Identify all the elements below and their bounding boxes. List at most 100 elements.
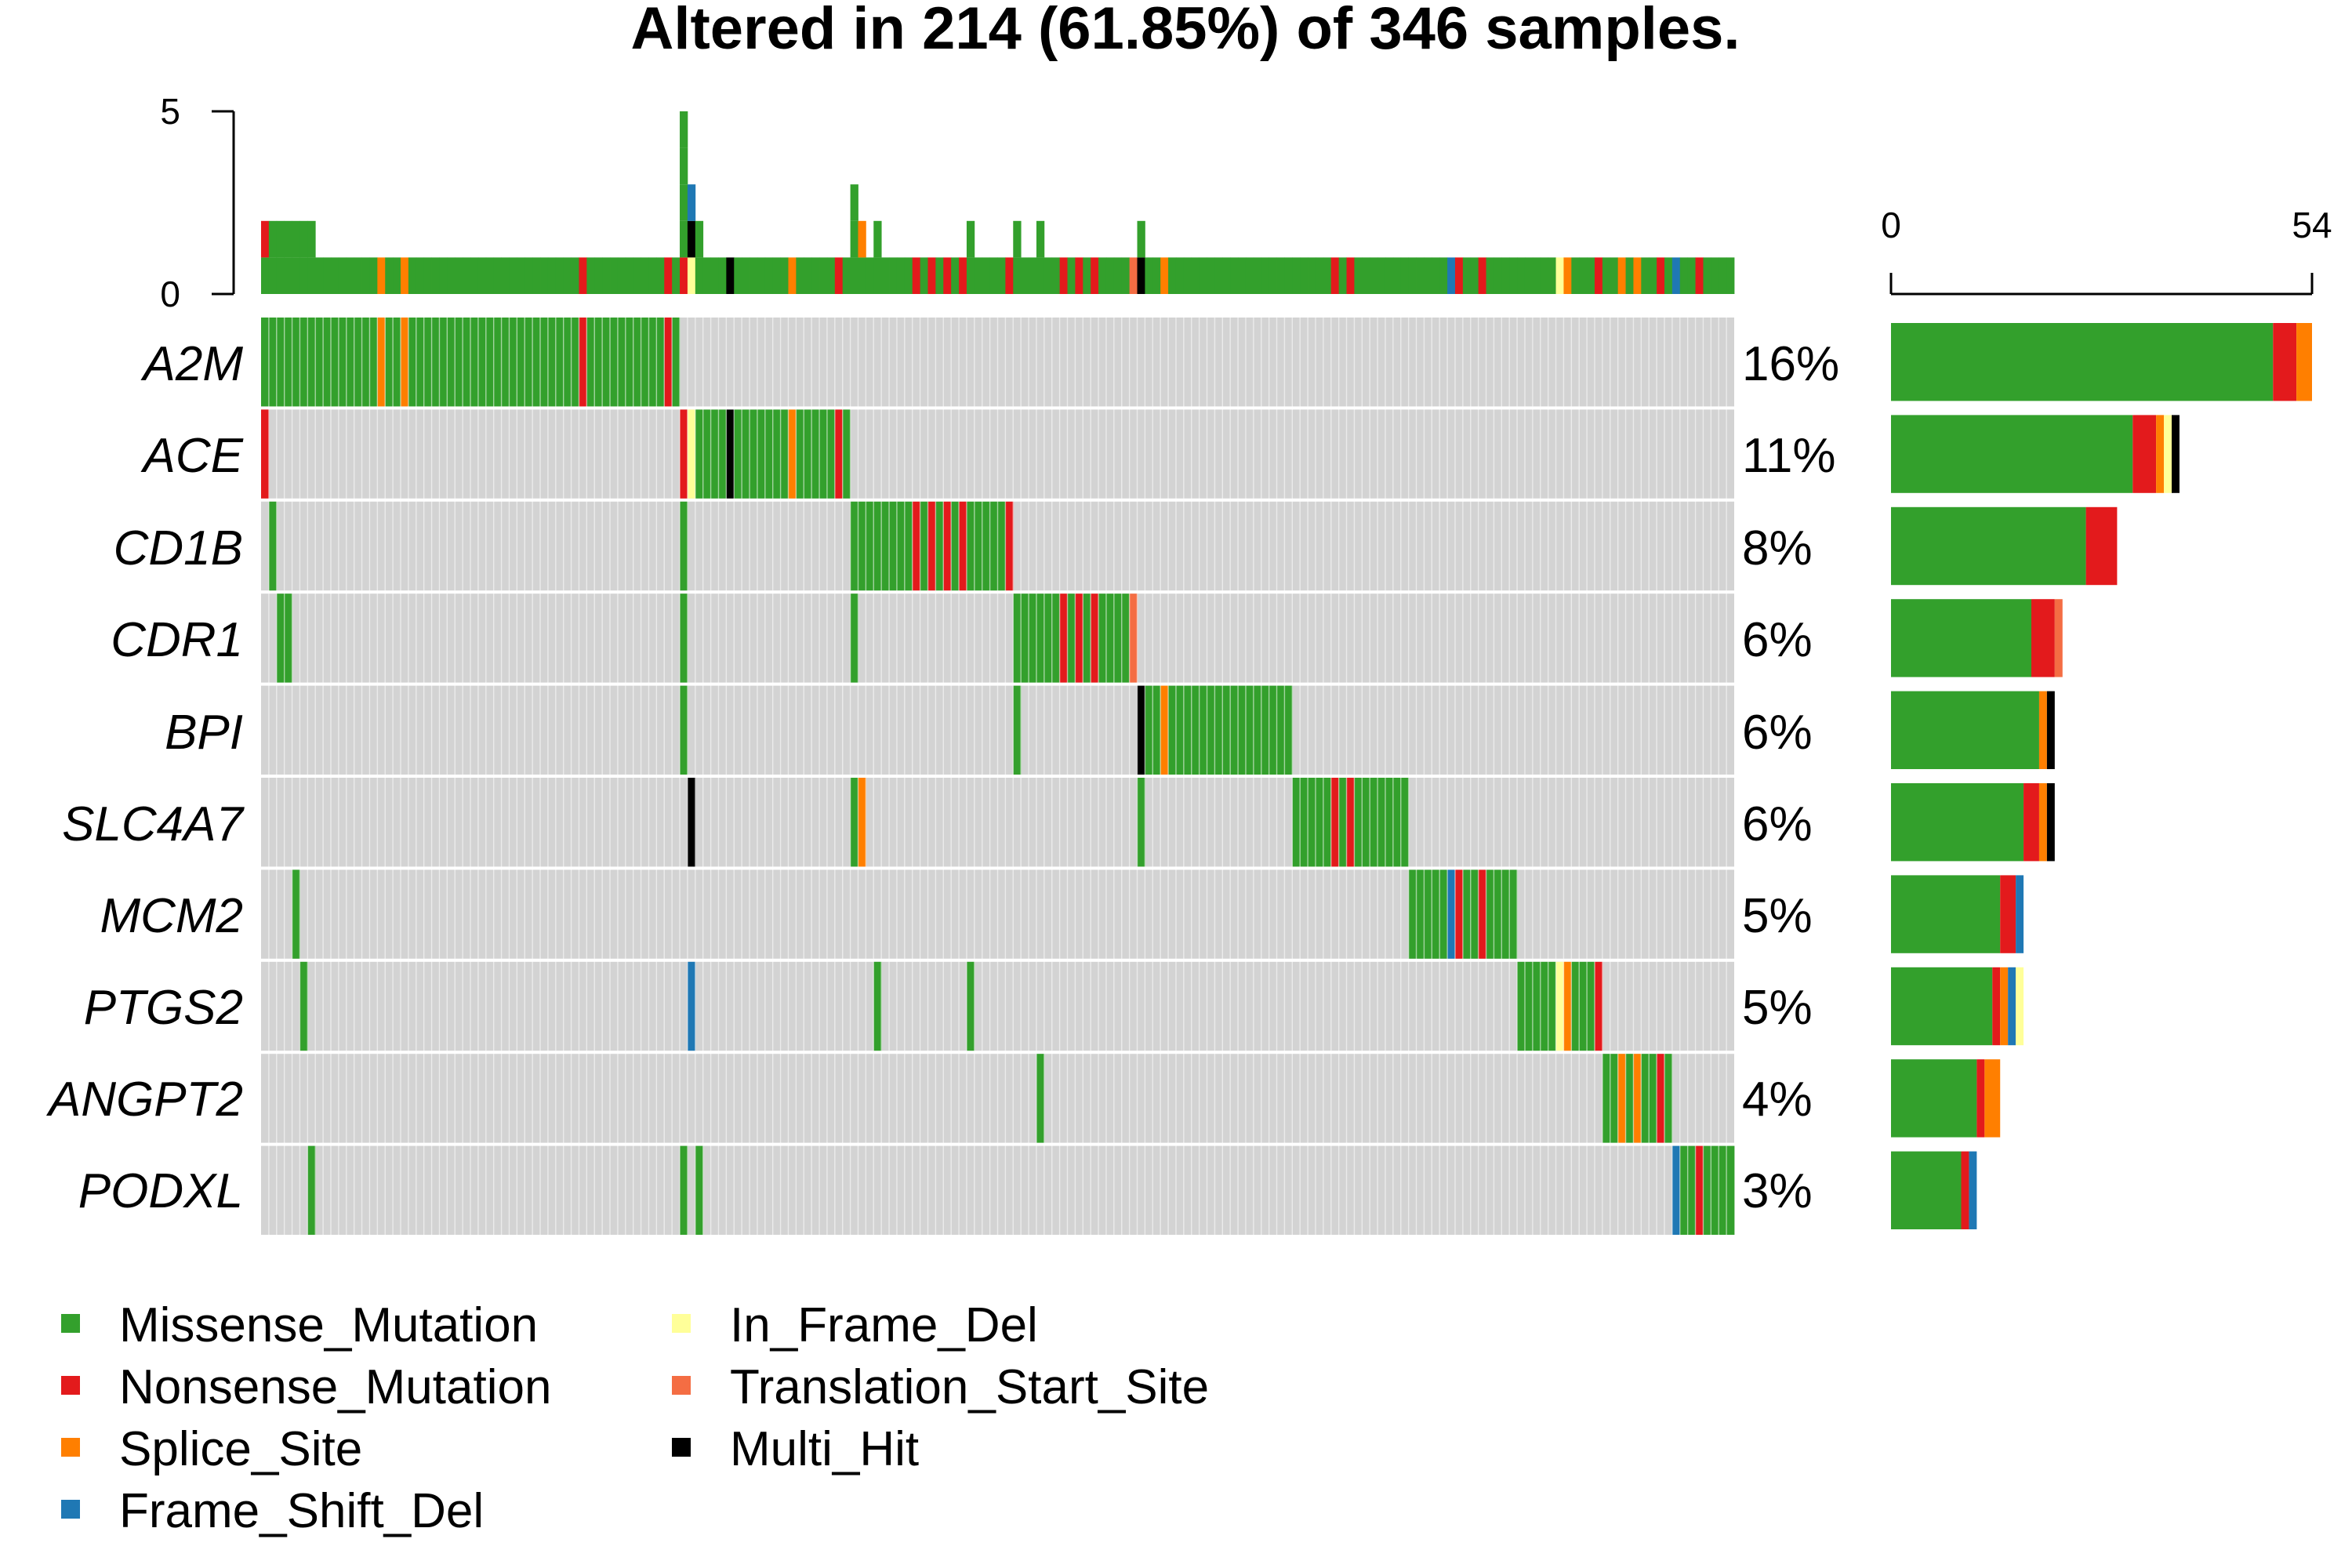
top-bar-segment [1083,257,1091,294]
matrix-cell-mcm2 [1486,869,1494,959]
matrix-cell-bpi [1145,685,1153,775]
percent-label-slc4a7: 6% [1742,797,1813,851]
top-bar-segment [966,220,975,258]
matrix-cell-a2m [276,318,285,407]
gene-label-slc4a7: SLC4A7 [62,797,245,851]
gene-bar-slc4a7-multi-hit [2046,783,2055,862]
gene-bar-ace-nonsense-mutation [2132,415,2157,493]
top-bar-segment [1447,257,1456,294]
matrix-cell-mcm2 [1447,869,1456,959]
gene-bar-cd1b-nonsense-mutation [2085,506,2118,586]
matrix-cell-bpi [1276,685,1285,775]
top-bar-segment [850,257,858,294]
matrix-cell-a2m [338,318,347,407]
top-bar-segment [1524,257,1534,294]
gene-bar-mcm2-missense-mutation [1891,875,2001,953]
top-bar-segment [873,220,882,258]
matrix-cell-bpi [1199,685,1207,775]
matrix-cell-cdr1 [276,593,285,683]
matrix-cell-bpi [1168,685,1177,775]
legend-swatch-splice [61,1438,80,1457]
matrix-cell-a2m [532,318,541,407]
matrix-cell-cd1b [904,501,913,591]
matrix-cell-cd1b [982,501,991,591]
matrix-cell-a2m [284,318,292,407]
matrix-cell-cd1b [268,501,278,591]
top-bar-segment [1555,257,1564,294]
top-bar-segment [1113,257,1123,294]
top-bar-segment [826,257,836,294]
top-bar-segment [1105,257,1115,294]
top-bar-segment [982,257,991,294]
matrix-cell-cd1b [997,501,1006,591]
top-bar-segment [261,220,270,258]
matrix-cell-a2m [540,318,549,407]
top-bar-segment [1207,257,1215,294]
top-bar-segment [532,257,541,294]
top-bar-segment [1075,257,1083,294]
matrix-cell-cd1b [680,501,688,591]
matrix-cell-cd1b [935,501,944,591]
top-bar-segment [710,257,719,294]
matrix-cell-a2m [602,318,611,407]
top-bar-segment [1308,257,1316,294]
top-bar-segment [1152,257,1161,294]
top-bar-segment [1602,257,1611,294]
top-bar-segment [1145,257,1153,294]
matrix-cell-cd1b [889,501,898,591]
matrix-cell-a2m [625,318,634,407]
top-bar-segment [1222,257,1231,294]
gene-bar-ptgs2-nonsense-mutation [1992,967,2001,1046]
matrix-cell-cd1b [1005,501,1014,591]
top-bar-segment [648,257,657,294]
matrix-cell-cd1b [896,501,906,591]
top-bar-segment [1036,220,1045,258]
matrix-cell-slc4a7 [1354,778,1363,867]
matrix-cell-bpi [1261,685,1270,775]
matrix-cell-bpi [1245,685,1254,775]
legend-swatch-missense [61,1314,80,1333]
top-bar-segment [423,257,432,294]
top-bar-segment [1617,257,1626,294]
top-bar-segment [1269,257,1277,294]
matrix-cell-slc4a7 [1377,778,1386,867]
matrix-cell-ptgs2 [966,961,975,1051]
top-bar-segment [1059,257,1068,294]
top-bar-segment [292,257,300,294]
top-bar-segment [959,257,967,294]
top-bar-segment [1649,257,1657,294]
matrix-cell-bpi [1253,685,1262,775]
top-bar-segment [555,257,564,294]
matrix-cell-podxl [1671,1145,1681,1235]
top-bar-segment [1671,257,1681,294]
matrix-cell-bpi [1013,685,1022,775]
top-bar-segment [687,184,696,221]
gene-bar-ptgs2-frame-shift-del [2008,967,2016,1046]
matrix-cell-slc4a7 [1370,778,1378,867]
top-bar-segment [1385,257,1394,294]
top-bar-segment [989,257,998,294]
gene-label-cdr1: CDR1 [111,613,243,667]
matrix-cell-angpt2 [1649,1054,1657,1143]
matrix-cell-bpi [1152,685,1161,775]
matrix-cell-a2m [594,318,603,407]
matrix-cell-angpt2 [1657,1054,1665,1143]
top-bar-segment [811,257,820,294]
top-bar-segment [1137,257,1145,294]
matrix-cell-slc4a7 [1392,778,1402,867]
matrix-cell-ptgs2 [1587,961,1595,1051]
top-bar-segment [517,257,525,294]
matrix-cell-ace [710,409,719,499]
matrix-cell-a2m [307,318,316,407]
top-bar-segment [1005,257,1014,294]
top-bar-segment [1594,257,1603,294]
top-bar-segment [1013,257,1022,294]
matrix-cell-ptgs2 [1540,961,1549,1051]
top-bar-segment [346,257,355,294]
matrix-cell-ace [772,409,781,499]
matrix-cell-slc4a7 [1330,778,1340,867]
matrix-cell-bpi [1214,685,1223,775]
matrix-cell-a2m [377,318,386,407]
top-bar-segment [1253,257,1262,294]
right-axis-label-54: 54 [2292,205,2332,245]
